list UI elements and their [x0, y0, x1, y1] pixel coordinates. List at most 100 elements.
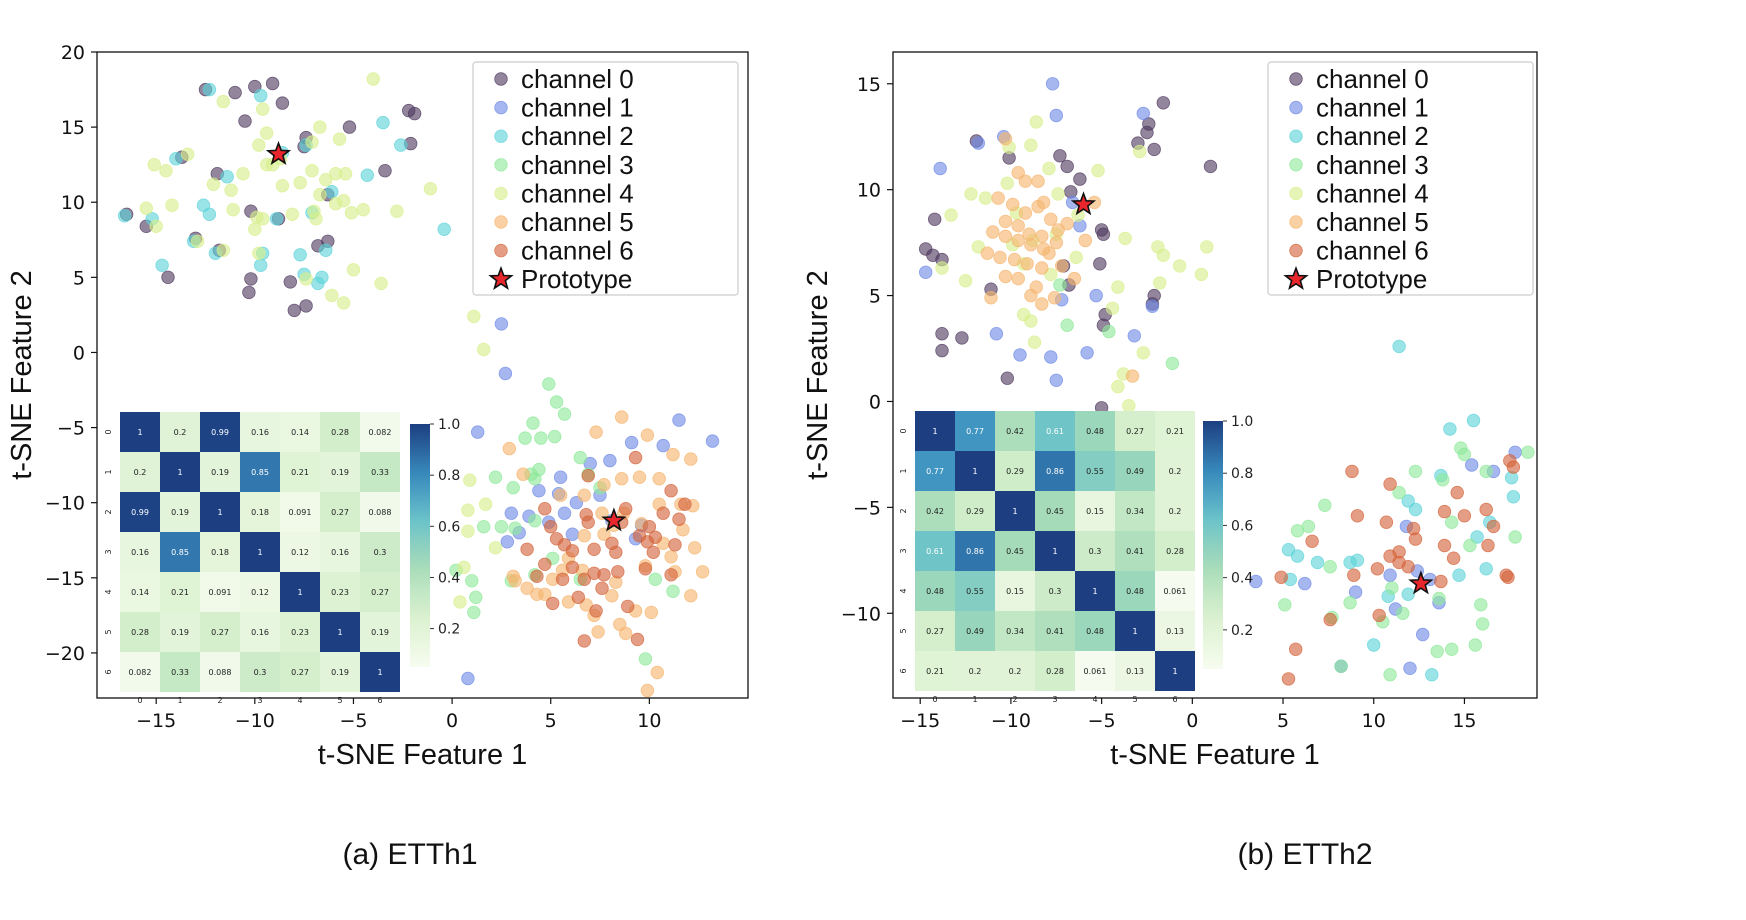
legend-marker-prototype [1283, 265, 1309, 290]
scatter-point-channel-6 [1437, 504, 1452, 519]
scatter-point-channel-6 [1372, 608, 1386, 623]
scatter-point-channel-4 [1069, 250, 1083, 265]
scatter-point-channel-5 [1011, 233, 1025, 248]
heatmap-value-label: 0.41 [1046, 627, 1064, 636]
legend-marker-prototype [488, 265, 514, 290]
heatmap-x-tick-label: 6 [1172, 695, 1177, 704]
scatter-point-channel-2 [1470, 530, 1484, 544]
scatter-point-channel-3 [526, 416, 540, 430]
heatmap-cell [1075, 411, 1115, 451]
x-axis-label: t-SNE Feature 1 [1110, 739, 1320, 771]
scatter-point-channel-5 [998, 132, 1013, 146]
scatter-point-channel-4 [139, 201, 154, 215]
scatter-point-channel-4 [313, 187, 327, 202]
scatter-point-channel-5 [595, 506, 609, 520]
scatter-point-channel-3 [1432, 591, 1446, 606]
legend-label: channel 5 [1316, 207, 1429, 237]
scatter-point-channel-3 [1444, 515, 1459, 529]
heatmap-cell [280, 412, 320, 452]
scatter-point-channel-0 [1073, 172, 1087, 186]
heatmap-value-label: 0.55 [966, 587, 984, 596]
caption-a: (a) ETTh1 [342, 838, 478, 871]
heatmap-y-tick-label: 0 [104, 429, 113, 434]
x-tick-label: −10 [235, 710, 275, 732]
scatter-point-channel-3 [1323, 560, 1337, 574]
scatter-point-channel-2 [315, 270, 329, 285]
scatter-point-channel-6 [1446, 551, 1461, 565]
heatmap-value-label: 0.088 [369, 508, 392, 517]
scatter-point-channel-5 [1036, 195, 1051, 210]
scatter-point-channel-6 [587, 542, 601, 557]
heatmap-value-label: 1 [137, 428, 142, 437]
scatter-point-channel-0 [1142, 117, 1156, 131]
scatter-point-channel-5 [502, 441, 517, 456]
inset-heatmap: 1 0.77 0.42 0.61 0.48 0.27 0.210.77 1 0.29 0.86 0.… [899, 411, 1195, 704]
scatter-point-channel-5 [520, 581, 534, 596]
heatmap-cell [955, 651, 995, 691]
heatmap-cell [1115, 491, 1155, 531]
scatter-point-channel-5 [1020, 257, 1034, 271]
scatter-point-channel-3 [1444, 642, 1459, 657]
x-tick-label: −15 [900, 710, 940, 732]
heatmap-value-label: 0.61 [1046, 427, 1064, 436]
heatmap-cell [995, 611, 1035, 651]
scatter-point-channel-5 [506, 569, 520, 584]
legend-marker-channel-1 [494, 100, 508, 115]
scatter-point-channel-5 [597, 478, 611, 492]
scatter-point-channel-4 [260, 126, 274, 140]
scatter-point-channel-3 [1301, 519, 1316, 534]
colorbar-tick-label: 0.2 [1231, 623, 1253, 639]
scatter-point-channel-2 [1401, 587, 1415, 601]
colorbar: 1.0 0.8 0.6 0.4 0.2 [410, 417, 460, 667]
legend-marker-channel-5 [494, 215, 508, 229]
scatter-point-channel-4 [332, 132, 347, 146]
scatter-point-channel-1 [705, 434, 720, 448]
scatter-point-channel-6 [546, 596, 560, 611]
scatter-point-channel-6 [565, 560, 580, 575]
scatter-point-channel-5 [516, 467, 530, 481]
scatter-point-channel-6 [589, 604, 603, 618]
scatter-point-channel-4 [1111, 379, 1125, 394]
heatmap-cell [955, 531, 995, 571]
heatmap-value-label: 0.27 [371, 588, 389, 597]
prototype-star [601, 507, 627, 532]
scatter-point-channel-2 [437, 222, 451, 237]
heatmap-value-label: 0.28 [1166, 547, 1184, 556]
heatmap-cell [1155, 571, 1195, 611]
heatmap-value-label: 0.27 [331, 508, 349, 517]
scatter-point-channel-6 [605, 536, 619, 551]
scatter-point-channel-1 [1383, 568, 1397, 582]
scatter-point-channel-6 [597, 568, 611, 582]
heatmap-y-tick-label: 3 [899, 548, 908, 553]
scatter-point-channel-2 [394, 138, 408, 152]
scatter-point-channel-2 [1443, 422, 1457, 436]
scatter-point-channel-1 [500, 535, 515, 549]
legend-label: channel 6 [521, 236, 634, 266]
heatmap-cell [120, 532, 160, 572]
y-tick-label: 15 [61, 117, 85, 139]
colorbar-gradient [1203, 421, 1223, 669]
heatmap-cell [1155, 411, 1195, 451]
scatter-point-channel-4 [1118, 231, 1132, 246]
scatter-point-channel-3 [1474, 598, 1488, 612]
heatmap-value-label: 0.21 [926, 667, 944, 676]
scatter-point-channel-3 [1102, 324, 1116, 339]
scatter-point-channel-0 [1093, 257, 1107, 271]
scatter-point-channel-1 [494, 317, 509, 331]
scatter-point-channel-3 [1053, 278, 1067, 292]
scatter-point-channel-3 [1060, 318, 1074, 332]
scatter-point-channel-3 [548, 429, 562, 444]
scatter-point-channel-0 [342, 120, 357, 134]
heatmap-value-label: 0.49 [966, 627, 984, 636]
scatter-point-channel-4 [256, 102, 270, 116]
scatter-point-channel-1 [532, 484, 546, 498]
scatter-point-channel-1 [971, 136, 986, 150]
heatmap-value-label: 0.48 [1086, 627, 1104, 636]
scatter-point-channel-5 [1042, 246, 1056, 260]
scatter-point-channel-6 [1288, 642, 1303, 657]
scatter-point-channel-0 [955, 331, 969, 345]
heatmap-x-tick-label: 0 [932, 695, 937, 704]
heatmap-value-label: 1 [972, 467, 977, 476]
heatmap-cell [280, 492, 320, 532]
scatter-point-channel-3 [1435, 473, 1450, 487]
